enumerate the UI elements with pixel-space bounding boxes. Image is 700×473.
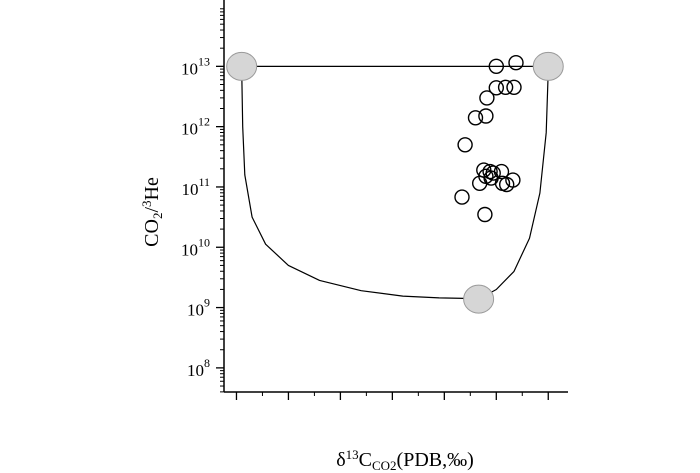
y-tick-exponent: 10	[198, 235, 210, 249]
axes	[223, 0, 568, 393]
y-tick-label: 1013	[181, 54, 210, 78]
data-point	[457, 137, 473, 153]
data-point	[506, 79, 522, 96]
y-tick-exponent: 11	[198, 175, 210, 189]
y-tick-label: 1012	[181, 115, 210, 139]
data-point	[478, 108, 494, 124]
data-point	[505, 172, 521, 188]
x-axis-title: δ13CCO2(PDB,‰)	[336, 447, 474, 473]
data-point	[488, 80, 504, 96]
data-point	[497, 79, 514, 96]
y-tick-base: 10	[181, 180, 198, 199]
data-point	[508, 55, 524, 71]
data-point	[479, 90, 495, 106]
data-point	[477, 206, 493, 223]
end-member-marker	[226, 51, 258, 81]
y-tick-label: 109	[187, 296, 210, 320]
data-point	[488, 58, 504, 75]
end-member-marker	[532, 51, 564, 81]
y-tick-base: 10	[181, 120, 198, 139]
data-point	[482, 163, 498, 180]
plot-area	[226, 51, 564, 314]
y-tick-label: 1011	[181, 175, 210, 199]
data-point	[467, 110, 484, 126]
end-member-marker	[463, 284, 495, 314]
y-tick-base: 10	[181, 59, 198, 78]
y-tick-exponent: 12	[198, 115, 210, 129]
y-tick-base: 10	[187, 301, 204, 320]
data-point	[472, 175, 488, 192]
data-point	[454, 189, 470, 205]
mixing-curve-s-m-l	[241, 69, 549, 300]
y-tick-base: 10	[187, 361, 204, 380]
y-tick-exponent: 8	[204, 356, 210, 370]
y-tick-label: 108	[187, 356, 210, 380]
y-tick-base: 10	[181, 240, 198, 259]
y-tick-label: 1010	[181, 235, 210, 259]
y-axis-title: CO2/3He	[139, 177, 165, 247]
y-tick-exponent: 13	[198, 54, 210, 68]
y-tick-exponent: 9	[204, 296, 210, 310]
